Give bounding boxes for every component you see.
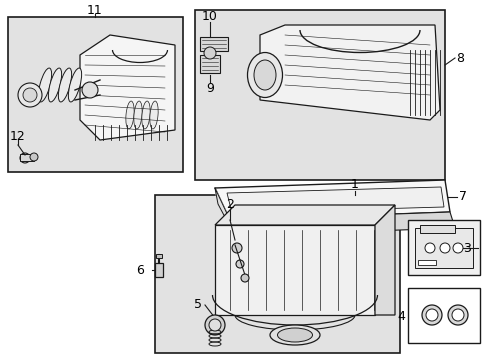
Bar <box>156 254 162 258</box>
Bar <box>417 260 435 265</box>
Polygon shape <box>226 187 443 213</box>
Ellipse shape <box>421 305 441 325</box>
Ellipse shape <box>231 243 242 253</box>
Text: 6: 6 <box>136 264 143 276</box>
Polygon shape <box>374 205 394 315</box>
Text: 7: 7 <box>458 190 466 203</box>
Text: 8: 8 <box>455 51 463 64</box>
Polygon shape <box>215 188 235 236</box>
Ellipse shape <box>23 88 37 102</box>
Polygon shape <box>80 35 175 140</box>
Ellipse shape <box>58 68 71 102</box>
Ellipse shape <box>425 309 437 321</box>
Text: 2: 2 <box>225 198 233 211</box>
Text: 4: 4 <box>396 310 404 323</box>
Ellipse shape <box>149 101 158 129</box>
Ellipse shape <box>236 260 244 268</box>
Ellipse shape <box>142 101 150 129</box>
Ellipse shape <box>277 328 312 342</box>
Ellipse shape <box>82 82 98 98</box>
Bar <box>155 195 399 353</box>
Bar <box>195 10 444 180</box>
Polygon shape <box>229 212 454 236</box>
Text: 10: 10 <box>202 10 218 23</box>
Ellipse shape <box>447 305 467 325</box>
Bar <box>215 225 374 315</box>
Bar <box>419 225 454 233</box>
Text: 1: 1 <box>350 179 358 192</box>
Ellipse shape <box>68 68 81 102</box>
Bar <box>407 288 479 343</box>
Text: 3: 3 <box>462 242 470 255</box>
Ellipse shape <box>424 243 434 253</box>
Ellipse shape <box>204 315 224 335</box>
Ellipse shape <box>269 325 319 345</box>
Ellipse shape <box>241 274 248 282</box>
Text: 9: 9 <box>205 81 214 94</box>
Ellipse shape <box>451 309 463 321</box>
Polygon shape <box>215 180 449 220</box>
Ellipse shape <box>48 68 61 102</box>
Ellipse shape <box>439 243 449 253</box>
Ellipse shape <box>253 60 275 90</box>
Ellipse shape <box>134 101 142 129</box>
Bar <box>200 55 220 73</box>
Text: 11: 11 <box>87 4 102 18</box>
Bar <box>155 263 163 277</box>
Ellipse shape <box>247 53 282 98</box>
Bar <box>200 37 227 51</box>
Ellipse shape <box>30 153 38 161</box>
Bar <box>407 220 479 275</box>
Ellipse shape <box>203 47 216 59</box>
Bar <box>20 154 34 161</box>
Ellipse shape <box>18 83 42 107</box>
Bar <box>8 17 183 172</box>
Text: 12: 12 <box>10 130 26 144</box>
Ellipse shape <box>20 153 30 163</box>
Ellipse shape <box>38 68 52 102</box>
Ellipse shape <box>452 243 462 253</box>
Text: 5: 5 <box>194 298 202 311</box>
Ellipse shape <box>208 319 221 331</box>
Polygon shape <box>260 25 439 120</box>
Ellipse shape <box>125 101 134 129</box>
Polygon shape <box>215 205 394 225</box>
Bar <box>414 228 472 268</box>
